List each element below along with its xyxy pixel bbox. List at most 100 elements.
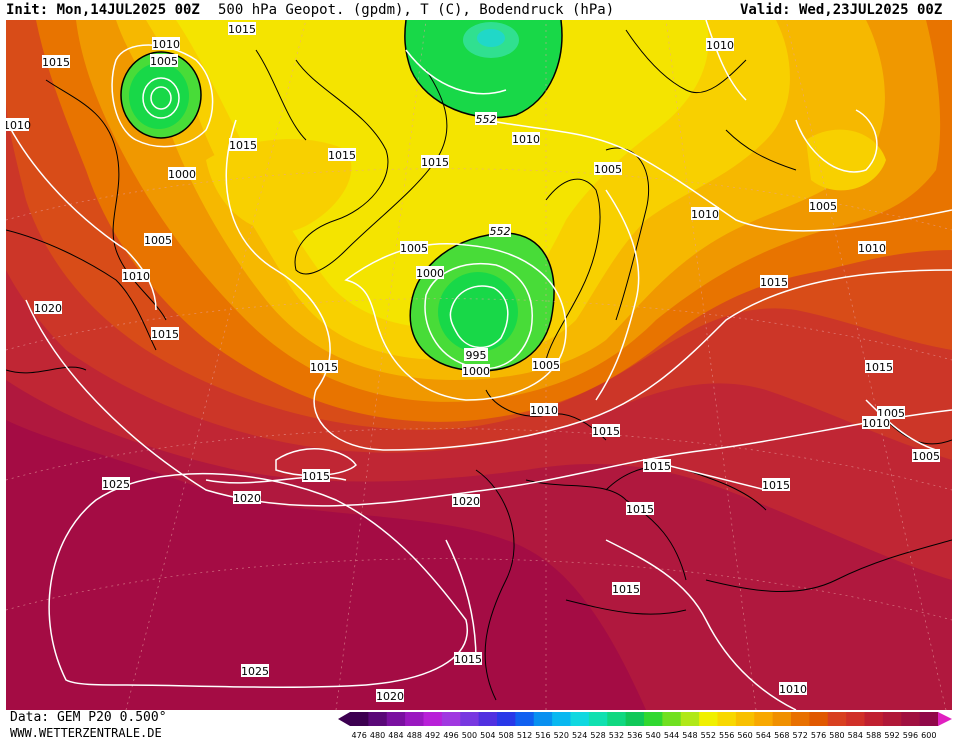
legend-tick-label: 564 <box>756 731 771 740</box>
isobar-label: 1010 <box>779 682 807 696</box>
legend-tick-label: 484 <box>388 731 403 740</box>
svg-text:1005: 1005 <box>150 55 178 68</box>
svg-text:1010: 1010 <box>862 417 890 430</box>
legend-tick-label: 592 <box>884 731 899 740</box>
isobar-label: 1005 <box>912 449 940 463</box>
isobar-label: 1005 <box>809 199 837 213</box>
isobar-label: 1000 <box>416 266 444 280</box>
isobar-label: 1010 <box>858 241 886 255</box>
isobar-label: 1025 <box>241 664 269 678</box>
svg-text:1005: 1005 <box>912 450 940 463</box>
svg-text:1015: 1015 <box>592 425 620 438</box>
legend-tick-label: 532 <box>609 731 624 740</box>
legend-swatch <box>423 712 443 726</box>
svg-text:1020: 1020 <box>34 302 62 315</box>
legend-arrow-left <box>338 712 350 726</box>
svg-text:1015: 1015 <box>302 470 330 483</box>
isobar-label: 1015 <box>302 469 330 483</box>
svg-text:1010: 1010 <box>858 242 886 255</box>
isobar-label: 1005 <box>594 162 622 176</box>
legend-tick-label: 524 <box>572 731 587 740</box>
header-bar: Init: Mon,14JUL2025 00Z 500 hPa Geopot. … <box>0 0 959 20</box>
legend-tick-label: 520 <box>554 731 569 740</box>
legend-swatch <box>864 712 884 726</box>
legend-tick-label: 496 <box>443 731 458 740</box>
legend-tick-label: 596 <box>903 731 918 740</box>
legend-arrow-right <box>938 712 952 726</box>
legend-tick-label: 568 <box>774 731 789 740</box>
svg-text:1025: 1025 <box>102 478 130 491</box>
svg-text:1000: 1000 <box>462 365 490 378</box>
geopot-label: 552 <box>475 112 497 126</box>
isobar-label: 1000 <box>462 364 490 378</box>
svg-text:1015: 1015 <box>454 653 482 666</box>
data-source-label: Data: GEM P20 0.500° <box>10 710 167 725</box>
legend-tick-label: 556 <box>719 731 734 740</box>
isobar-label: 1015 <box>151 327 179 341</box>
isobar-label: 1010 <box>122 269 150 283</box>
legend-swatch <box>588 712 608 726</box>
legend-swatch <box>827 712 847 726</box>
legend-swatch <box>497 712 516 726</box>
isobar-label: 1005 <box>150 54 178 68</box>
svg-text:1015: 1015 <box>762 479 790 492</box>
isobar-label: 1015 <box>643 459 671 473</box>
isobar-label: 1015 <box>865 360 893 374</box>
legend-swatch <box>846 712 865 726</box>
isobar-label: 1015 <box>760 275 788 289</box>
svg-text:1010: 1010 <box>6 119 31 132</box>
svg-text:1005: 1005 <box>144 234 172 247</box>
svg-text:995: 995 <box>466 349 487 362</box>
color-legend: 476 480 484 488 492 496 500 504 508 512 516 520 524 5… <box>338 712 956 740</box>
isobar-label: 1015 <box>328 148 356 162</box>
isobar-label: 1005 <box>400 241 428 255</box>
svg-text:1015: 1015 <box>310 361 338 374</box>
legend-swatch <box>809 712 829 726</box>
legend-tick-label: 540 <box>646 731 661 740</box>
svg-text:1015: 1015 <box>229 139 257 152</box>
legend-swatch <box>441 712 461 726</box>
isobar-labels: 1015 1010 1005 1015 1010 1015 1000 1015 … <box>6 22 940 703</box>
legend-tick-label: 580 <box>829 731 844 740</box>
legend-tick-label: 476 <box>352 731 367 740</box>
geopot-labels: 552 552 <box>475 112 511 238</box>
isobar-label: 1010 <box>512 132 540 146</box>
legend-swatch <box>791 712 810 726</box>
svg-text:1005: 1005 <box>809 200 837 213</box>
legend-swatch <box>478 712 498 726</box>
svg-text:1010: 1010 <box>691 208 719 221</box>
geopot-label: 552 <box>489 224 511 238</box>
svg-text:1020: 1020 <box>376 690 404 703</box>
svg-text:1015: 1015 <box>760 276 788 289</box>
svg-text:1005: 1005 <box>594 163 622 176</box>
legend-tick-label: 536 <box>627 731 642 740</box>
geopotential-fill <box>6 20 952 710</box>
legend-tick-label: 584 <box>848 731 863 740</box>
legend-tick-label: 492 <box>425 731 440 740</box>
isobar-label: 1000 <box>168 167 196 181</box>
svg-text:1010: 1010 <box>530 404 558 417</box>
legend-swatch <box>386 712 406 726</box>
svg-text:1010: 1010 <box>512 133 540 146</box>
legend-swatch <box>570 712 590 726</box>
svg-text:1020: 1020 <box>452 495 480 508</box>
website-label: WWW.WETTERZENTRALE.DE <box>10 726 162 740</box>
valid-time-label: Valid: Wed,23JUL2025 00Z <box>740 2 943 18</box>
legend-tick-label: 504 <box>480 731 495 740</box>
isobar-label: 1020 <box>34 301 62 315</box>
svg-text:1015: 1015 <box>151 328 179 341</box>
legend-swatch <box>772 712 792 726</box>
isobar-label: 1015 <box>421 155 449 169</box>
svg-text:1015: 1015 <box>643 460 671 473</box>
legend-swatch <box>662 712 682 726</box>
legend-swatch <box>644 712 663 726</box>
svg-text:1010: 1010 <box>779 683 807 696</box>
isobar-label: 1005 <box>144 233 172 247</box>
svg-text:1025: 1025 <box>241 665 269 678</box>
isobars <box>6 20 952 710</box>
isobar-label: 1015 <box>229 138 257 152</box>
isobar-label: 1020 <box>233 491 261 505</box>
legend-tick-label: 588 <box>866 731 881 740</box>
svg-text:1015: 1015 <box>626 503 654 516</box>
isobar-label: 1020 <box>452 494 480 508</box>
